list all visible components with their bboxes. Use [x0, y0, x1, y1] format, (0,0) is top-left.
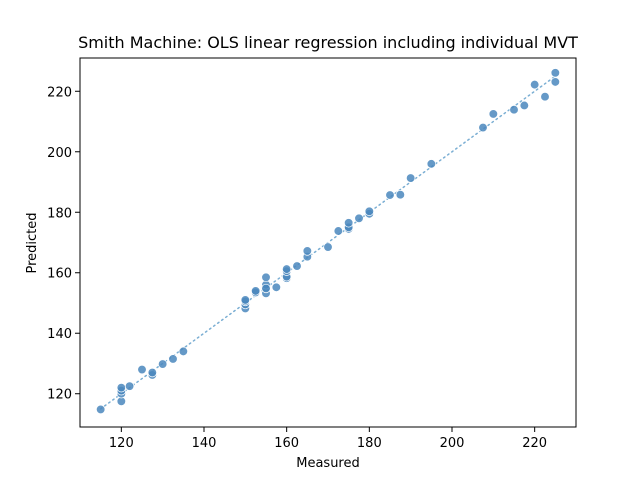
data-point: [385, 190, 395, 200]
data-point: [271, 282, 281, 292]
data-point: [509, 105, 519, 115]
data-point: [344, 218, 354, 228]
data-point: [540, 92, 550, 102]
data-point: [168, 354, 178, 364]
data-point: [302, 246, 312, 256]
plot-area-frame: [79, 57, 577, 428]
data-point: [550, 77, 560, 87]
data-point: [364, 206, 374, 216]
data-point: [354, 213, 364, 223]
data-point: [116, 383, 126, 393]
data-point: [426, 159, 436, 169]
data-point: [147, 367, 157, 378]
data-point: [178, 346, 188, 357]
data-point: [478, 122, 488, 133]
x-tick-label: 140: [192, 436, 217, 451]
data-point: [488, 109, 498, 119]
x-tick-label: 160: [274, 436, 299, 451]
x-axis-label: Measured: [296, 456, 360, 471]
data-point: [333, 226, 343, 236]
y-axis-ticks: 120 140 160 180 200 220: [47, 85, 80, 403]
data-point: [530, 79, 540, 90]
data-point: [406, 173, 416, 183]
x-axis-ticks: 120 140 160 180 200 220: [109, 427, 547, 451]
data-point: [261, 272, 271, 282]
y-tick-label: 180: [47, 206, 72, 221]
data-point: [292, 261, 302, 271]
data-point: [124, 381, 135, 391]
data-point: [550, 68, 560, 78]
points-layer: [96, 68, 560, 415]
data-point: [158, 359, 168, 369]
data-point: [137, 364, 147, 375]
data-point: [96, 404, 106, 415]
data-point: [519, 100, 529, 111]
y-tick-label: 200: [47, 146, 72, 161]
data-point: [323, 242, 333, 252]
data-point: [251, 286, 261, 296]
y-tick-label: 160: [47, 267, 72, 282]
y-tick-label: 120: [47, 388, 72, 403]
x-tick-label: 200: [440, 436, 465, 451]
x-tick-label: 180: [357, 436, 382, 451]
data-point: [261, 283, 271, 294]
x-tick-label: 220: [522, 436, 547, 451]
y-tick-label: 140: [47, 327, 72, 342]
chart-title: Smith Machine: OLS linear regression inc…: [78, 33, 578, 52]
data-point: [395, 190, 405, 200]
y-axis-label: Predicted: [25, 212, 40, 273]
data-point: [282, 264, 292, 274]
x-tick-label: 120: [109, 436, 134, 451]
data-point: [240, 295, 250, 305]
y-tick-label: 220: [47, 85, 72, 100]
